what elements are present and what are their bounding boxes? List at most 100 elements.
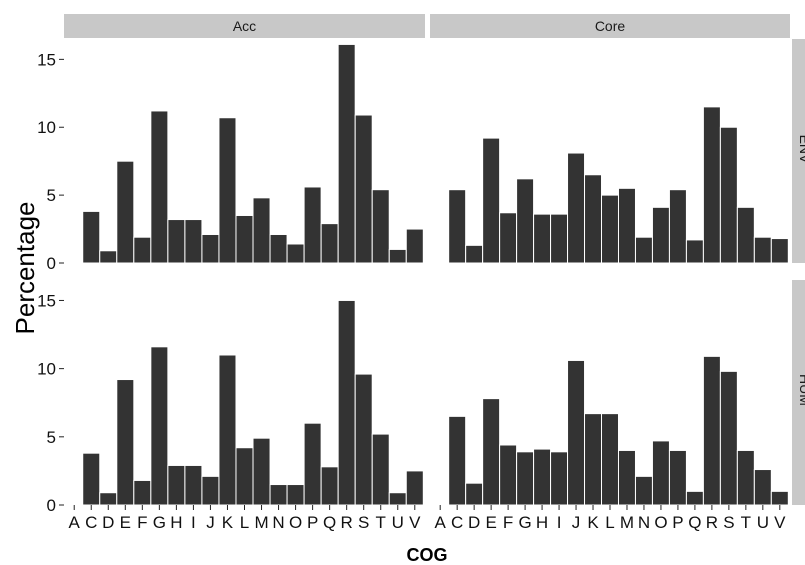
x-tick-label: H bbox=[170, 513, 182, 532]
bar-C bbox=[82, 210, 101, 264]
bar-I bbox=[184, 219, 203, 264]
x-tick-label: E bbox=[120, 513, 131, 532]
bar-F bbox=[133, 479, 152, 506]
x-tick-label: S bbox=[723, 513, 734, 532]
bar-R bbox=[337, 299, 356, 506]
y-tick-label: 5 bbox=[47, 186, 56, 205]
bar-A bbox=[65, 503, 84, 506]
bar-N bbox=[634, 475, 653, 506]
y-axis-title: Percentage bbox=[10, 202, 40, 335]
bar-U bbox=[753, 236, 772, 264]
y-tick-label: 0 bbox=[47, 496, 56, 515]
x-tick-label: G bbox=[153, 513, 166, 532]
bar-H bbox=[167, 464, 186, 506]
y-tick-label: 0 bbox=[47, 254, 56, 273]
bar-J bbox=[567, 152, 586, 264]
bar-M bbox=[617, 449, 636, 506]
x-axis-title: COG bbox=[406, 545, 447, 565]
bar-H bbox=[167, 219, 186, 264]
x-tick-label: N bbox=[638, 513, 650, 532]
bar-F bbox=[133, 236, 152, 264]
bar-N bbox=[269, 484, 288, 506]
y-tick-label: 15 bbox=[37, 50, 56, 69]
x-tick-label: C bbox=[85, 513, 97, 532]
x-tick-label: C bbox=[451, 513, 463, 532]
bar-G bbox=[516, 451, 535, 506]
bar-K bbox=[584, 174, 603, 264]
bar-U bbox=[388, 248, 407, 264]
bar-K bbox=[218, 117, 237, 264]
x-tick-label: L bbox=[240, 513, 249, 532]
x-tick-label: V bbox=[409, 513, 421, 532]
bar-G bbox=[150, 110, 169, 264]
bar-D bbox=[465, 244, 484, 264]
bar-K bbox=[584, 413, 603, 506]
bar-G bbox=[516, 178, 535, 264]
x-tick-label: K bbox=[222, 513, 234, 532]
bar-N bbox=[634, 236, 653, 264]
bar-P bbox=[668, 189, 687, 264]
bar-C bbox=[448, 415, 467, 506]
bar-H bbox=[533, 213, 552, 264]
bar-V bbox=[405, 470, 424, 506]
y-tick-label: 15 bbox=[37, 291, 56, 310]
x-tick-label: L bbox=[605, 513, 614, 532]
bar-O bbox=[651, 206, 670, 264]
bar-I bbox=[184, 464, 203, 506]
y-tick-label: 10 bbox=[37, 118, 56, 137]
x-tick-label: I bbox=[191, 513, 196, 532]
row-strip-label: HUM bbox=[797, 374, 805, 406]
x-tick-label: U bbox=[392, 513, 404, 532]
x-tick-label: K bbox=[587, 513, 599, 532]
x-tick-label: T bbox=[376, 513, 386, 532]
bar-M bbox=[252, 197, 271, 264]
bar-D bbox=[99, 250, 118, 264]
bar-P bbox=[668, 449, 687, 506]
bar-U bbox=[388, 492, 407, 506]
x-tick-label: R bbox=[341, 513, 353, 532]
bar-Q bbox=[320, 223, 339, 264]
bar-U bbox=[753, 469, 772, 506]
bar-C bbox=[82, 452, 101, 506]
bar-Q bbox=[320, 466, 339, 506]
bar-Q bbox=[685, 490, 704, 506]
bar-J bbox=[201, 475, 220, 506]
x-tick-label: T bbox=[741, 513, 751, 532]
bar-R bbox=[702, 355, 721, 506]
x-tick-label: S bbox=[358, 513, 369, 532]
bar-E bbox=[116, 379, 135, 506]
bar-O bbox=[286, 484, 305, 506]
x-tick-label: F bbox=[503, 513, 513, 532]
bar-F bbox=[499, 212, 518, 264]
bar-P bbox=[303, 422, 322, 506]
x-tick-label: U bbox=[757, 513, 769, 532]
row-strip-hum bbox=[792, 280, 805, 505]
row-strip-env bbox=[792, 39, 805, 263]
bar-I bbox=[550, 213, 569, 264]
x-tick-label: F bbox=[137, 513, 147, 532]
bar-T bbox=[371, 189, 390, 264]
bar-K bbox=[218, 354, 237, 506]
bar-L bbox=[235, 214, 254, 264]
bar-S bbox=[719, 370, 738, 506]
bar-E bbox=[116, 160, 135, 264]
bar-O bbox=[286, 243, 305, 264]
bar-L bbox=[601, 413, 619, 506]
bar-T bbox=[736, 449, 755, 506]
y-tick-label: 10 bbox=[37, 360, 56, 379]
bar-S bbox=[354, 373, 373, 506]
x-tick-label: D bbox=[468, 513, 480, 532]
bar-S bbox=[719, 126, 738, 264]
bar-N bbox=[269, 233, 288, 264]
bar-O bbox=[651, 440, 670, 506]
bar-P bbox=[303, 186, 322, 264]
x-tick-label: Q bbox=[688, 513, 701, 532]
x-tick-label: E bbox=[485, 513, 496, 532]
bar-A bbox=[65, 261, 84, 264]
column-strip-label: Core bbox=[595, 18, 626, 34]
x-tick-label: N bbox=[272, 513, 284, 532]
bar-T bbox=[371, 433, 390, 506]
bar-M bbox=[617, 187, 636, 264]
bar-Q bbox=[685, 239, 704, 264]
bar-E bbox=[482, 398, 501, 506]
